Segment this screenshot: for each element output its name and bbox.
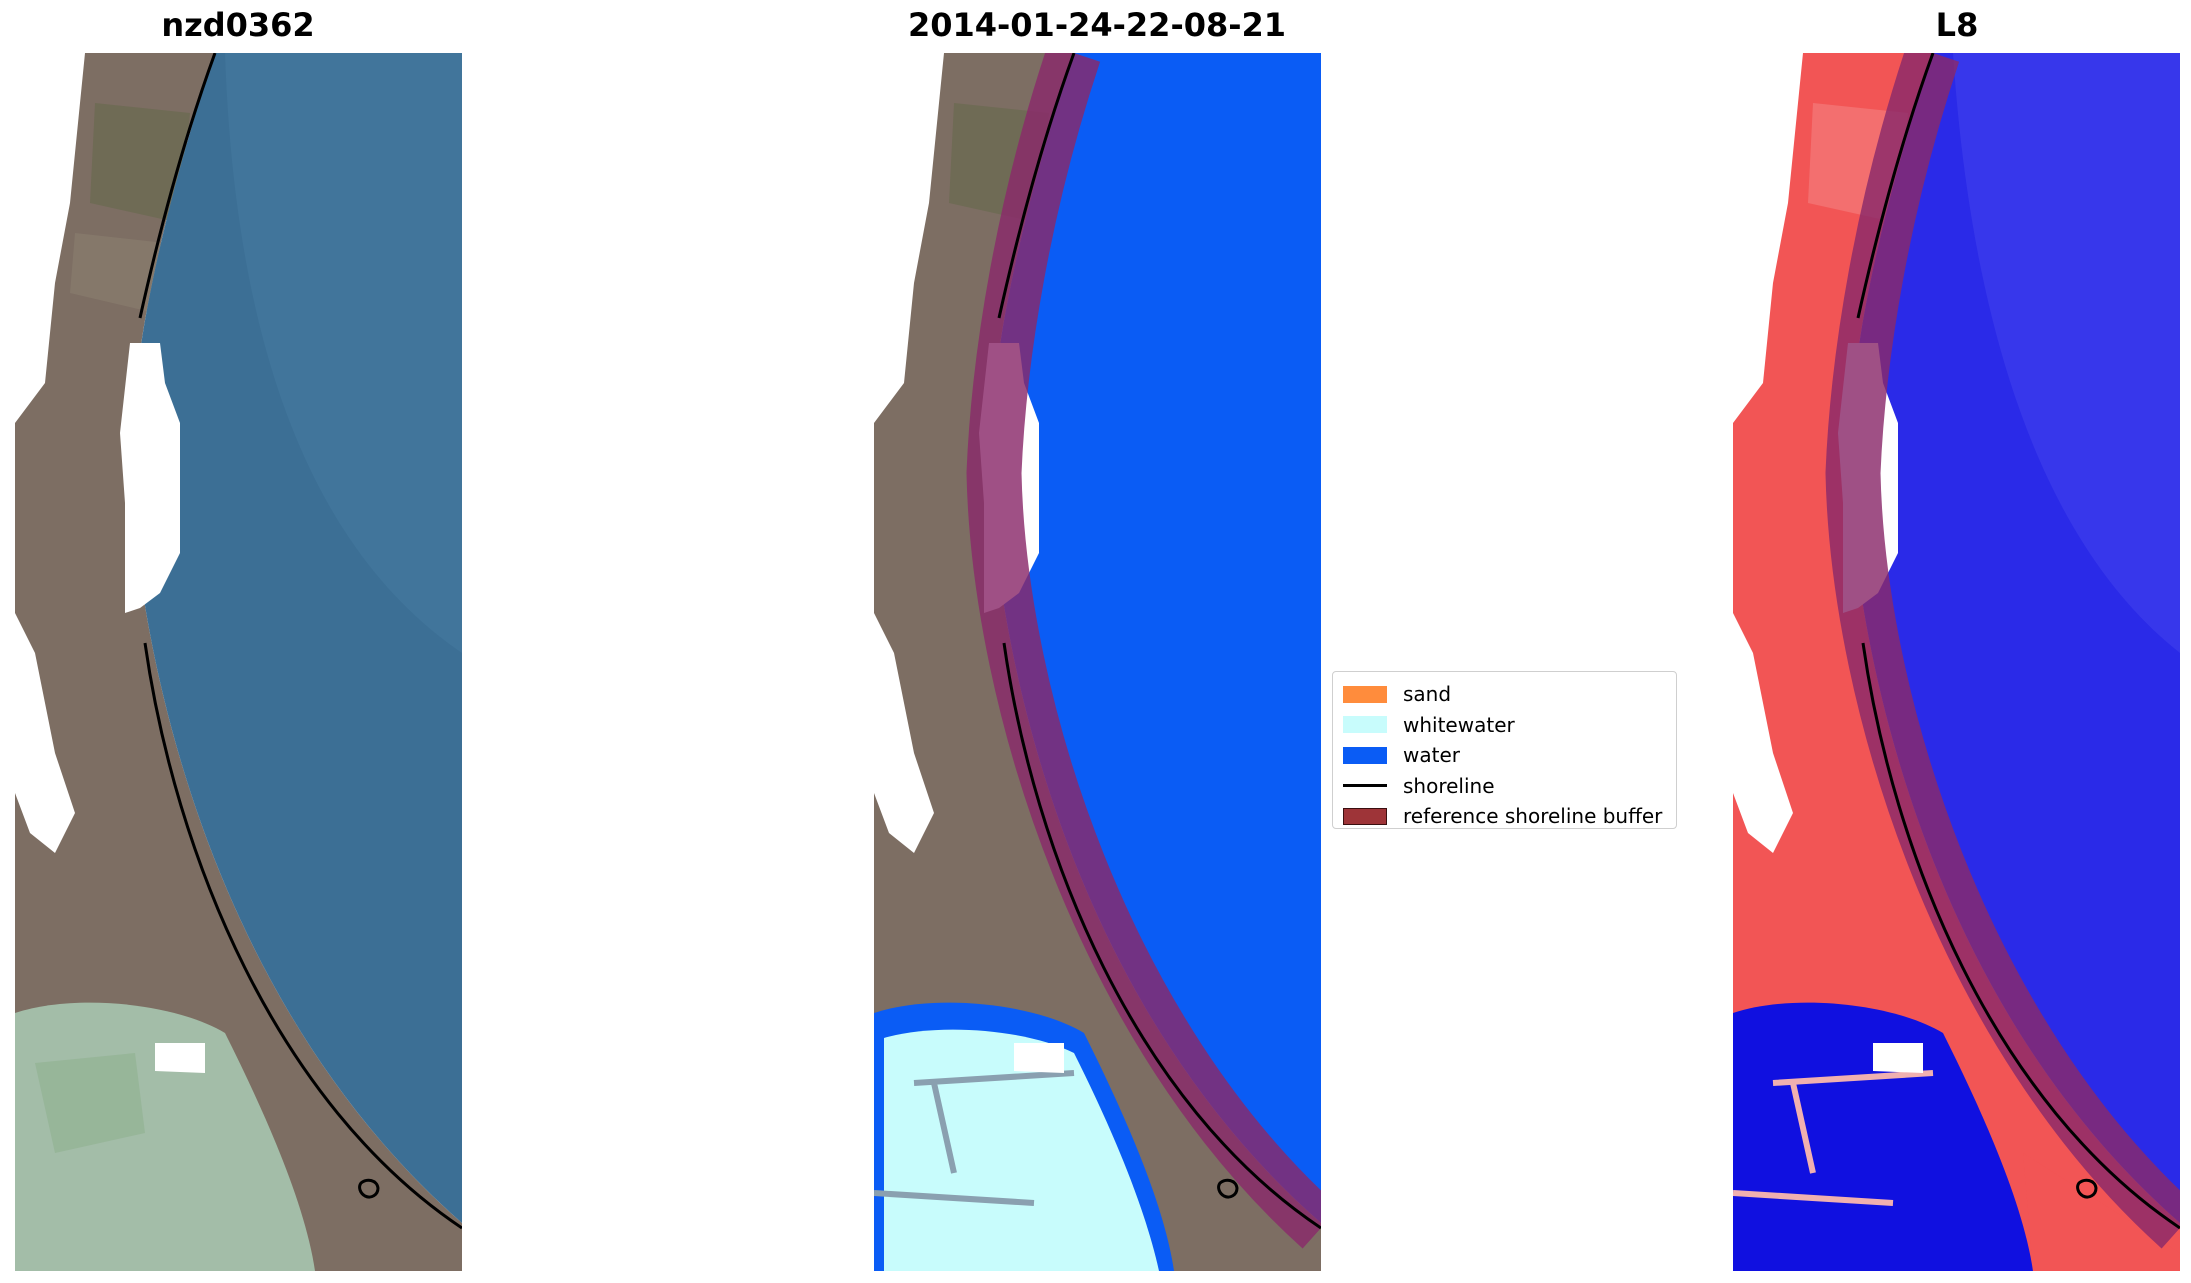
index-image — [1733, 53, 2180, 1271]
water-class-area — [994, 53, 1321, 1223]
ocean — [135, 53, 462, 1223]
whitewater-class-area — [884, 1029, 1159, 1271]
legend-item-reference-buffer: reference shoreline buffer — [1343, 801, 1666, 832]
reference-shoreline-buffer — [966, 53, 1321, 1249]
cloud — [120, 343, 180, 613]
legend-item-shoreline: shoreline — [1343, 771, 1666, 802]
rgb-satellite-image — [15, 53, 462, 1271]
land-area — [15, 53, 462, 1271]
legend: sand whitewater water shoreline referenc… — [1332, 671, 1677, 829]
panel-title-rgb: nzd0362 — [161, 6, 315, 44]
legend-label: whitewater — [1403, 712, 1515, 737]
legend-swatch-water — [1343, 746, 1387, 764]
legend-label: reference shoreline buffer — [1403, 804, 1663, 829]
legend-item-water: water — [1343, 740, 1666, 771]
legend-line-shoreline — [1343, 784, 1387, 788]
classified-image — [874, 53, 1321, 1271]
panel-title-index: L8 — [1935, 6, 1979, 44]
legend-item-whitewater: whitewater — [1343, 710, 1666, 741]
legend-swatch-whitewater — [1343, 716, 1387, 734]
legend-swatch-sand — [1343, 685, 1387, 703]
panel-title-classified: 2014-01-24-22-08-21 — [907, 6, 1287, 44]
legend-swatch-buffer — [1343, 807, 1387, 825]
legend-item-sand: sand — [1343, 679, 1666, 710]
shoreline — [138, 53, 462, 1230]
legend-label: shoreline — [1403, 773, 1495, 798]
legend-label: water — [1403, 743, 1460, 768]
legend-label: sand — [1403, 682, 1452, 707]
